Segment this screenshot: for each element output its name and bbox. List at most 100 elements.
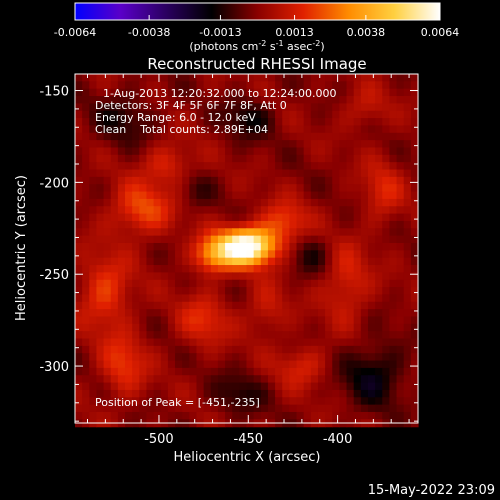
- heatmap-cell: [275, 125, 283, 134]
- heatmap-cell: [403, 110, 412, 119]
- heatmap-cell: [110, 110, 119, 119]
- heatmap-cell: [110, 338, 119, 347]
- heatmap-cell: [339, 360, 348, 369]
- heatmap-cell: [360, 228, 369, 237]
- heatmap-cell: [267, 213, 276, 222]
- heatmap-cell: [103, 345, 112, 354]
- heatmap-cell: [196, 411, 205, 420]
- heatmap-cell: [189, 382, 198, 391]
- heatmap-cell: [210, 176, 219, 185]
- heatmap-cell: [310, 198, 319, 207]
- heatmap-cell: [346, 242, 355, 251]
- heatmap-cell: [125, 287, 133, 296]
- heatmap-cell: [332, 220, 340, 229]
- heatmap-cell: [175, 309, 183, 318]
- heatmap-cell: [246, 110, 255, 119]
- heatmap-cell: [317, 96, 326, 104]
- heatmap-cell: [189, 206, 198, 215]
- heatmap-cell: [410, 375, 419, 384]
- heatmap-cell: [232, 360, 240, 369]
- heatmap-cell: [382, 272, 391, 281]
- heatmap-cell: [146, 191, 155, 200]
- heatmap-cell: [96, 206, 105, 215]
- heatmap-cell: [96, 301, 105, 310]
- heatmap-cell: [289, 331, 298, 340]
- heatmap-cell: [182, 125, 190, 134]
- heatmap-cell: [253, 382, 262, 391]
- heatmap-cell: [175, 110, 183, 119]
- heatmap-cell: [353, 382, 362, 391]
- heatmap-cell: [253, 235, 262, 244]
- heatmap-cell: [360, 118, 369, 127]
- heatmap-cell: [182, 294, 190, 303]
- heatmap-cell: [389, 88, 398, 97]
- heatmap-cell: [210, 132, 219, 141]
- heatmap-cell: [239, 301, 248, 310]
- heatmap-cell: [389, 345, 398, 354]
- heatmap-cell: [153, 382, 162, 391]
- heatmap-cell: [310, 404, 319, 413]
- heatmap-cell: [189, 353, 198, 362]
- heatmap-cell: [367, 265, 376, 273]
- heatmap-cell: [153, 411, 162, 420]
- heatmap-cell: [360, 206, 369, 215]
- heatmap-cell: [289, 169, 298, 178]
- heatmap-cell: [346, 184, 355, 193]
- axis-ticks: -500 -450 -400-150-200-250-300: [39, 74, 418, 447]
- heatmap-cell: [203, 74, 212, 82]
- heatmap-cell: [375, 287, 383, 296]
- heatmap-cell: [232, 169, 240, 178]
- heatmap-cell: [367, 74, 376, 82]
- info-energy-range: Energy Range: 6.0 - 12.0 keV: [95, 111, 256, 124]
- heatmap-cell: [103, 198, 112, 207]
- heatmap-cell: [203, 242, 212, 251]
- heatmap-cell: [210, 287, 219, 296]
- heatmap-cell: [317, 125, 326, 134]
- heatmap-cell: [103, 279, 112, 288]
- heatmap-cell: [103, 110, 112, 119]
- heatmap-cell: [410, 316, 419, 325]
- heatmap-cell: [132, 96, 140, 104]
- heatmap-cell: [403, 96, 412, 104]
- heatmap-cell: [346, 397, 355, 406]
- heatmap-cell: [410, 272, 419, 281]
- heatmap-cell: [210, 147, 219, 156]
- heatmap-cell: [203, 96, 212, 104]
- heatmap-cell: [353, 389, 362, 398]
- heatmap-cell: [317, 382, 326, 391]
- heatmap-cell: [110, 74, 119, 82]
- heatmap-cell: [382, 257, 391, 266]
- heatmap-cell: [396, 74, 405, 82]
- heatmap-cell: [225, 206, 233, 215]
- heatmap-cell: [289, 162, 298, 171]
- heatmap-cell: [103, 81, 112, 90]
- heatmap-cell: [296, 169, 305, 178]
- heatmap-cell: [132, 125, 140, 134]
- heatmap-cell: [339, 81, 348, 90]
- heatmap-cell: [246, 294, 255, 303]
- heatmap-cell: [139, 279, 148, 288]
- heatmap-cell: [160, 162, 169, 171]
- heatmap-cell: [296, 125, 305, 134]
- heatmap-cell: [232, 397, 240, 406]
- heatmap-cell: [303, 118, 312, 127]
- heatmap-cell: [189, 81, 198, 90]
- heatmap-cell: [89, 176, 98, 185]
- heatmap-cell: [167, 331, 176, 340]
- heatmap-cell: [253, 360, 262, 369]
- heatmap-cell: [353, 147, 362, 156]
- heatmap-cell: [225, 154, 233, 163]
- heatmap-cell: [225, 367, 233, 376]
- heatmap-cell: [160, 367, 169, 376]
- heatmap-cell: [296, 257, 305, 266]
- heatmap-cell: [410, 338, 419, 347]
- heatmap-cell: [146, 140, 155, 149]
- heatmap-cell: [260, 198, 269, 207]
- heatmap-cell: [367, 154, 376, 163]
- heatmap-cell: [296, 382, 305, 391]
- heatmap-cell: [253, 331, 262, 340]
- heatmap-cell: [303, 162, 312, 171]
- heatmap-cell: [310, 220, 319, 229]
- heatmap-cell: [89, 110, 98, 119]
- heatmap-cell: [389, 331, 398, 340]
